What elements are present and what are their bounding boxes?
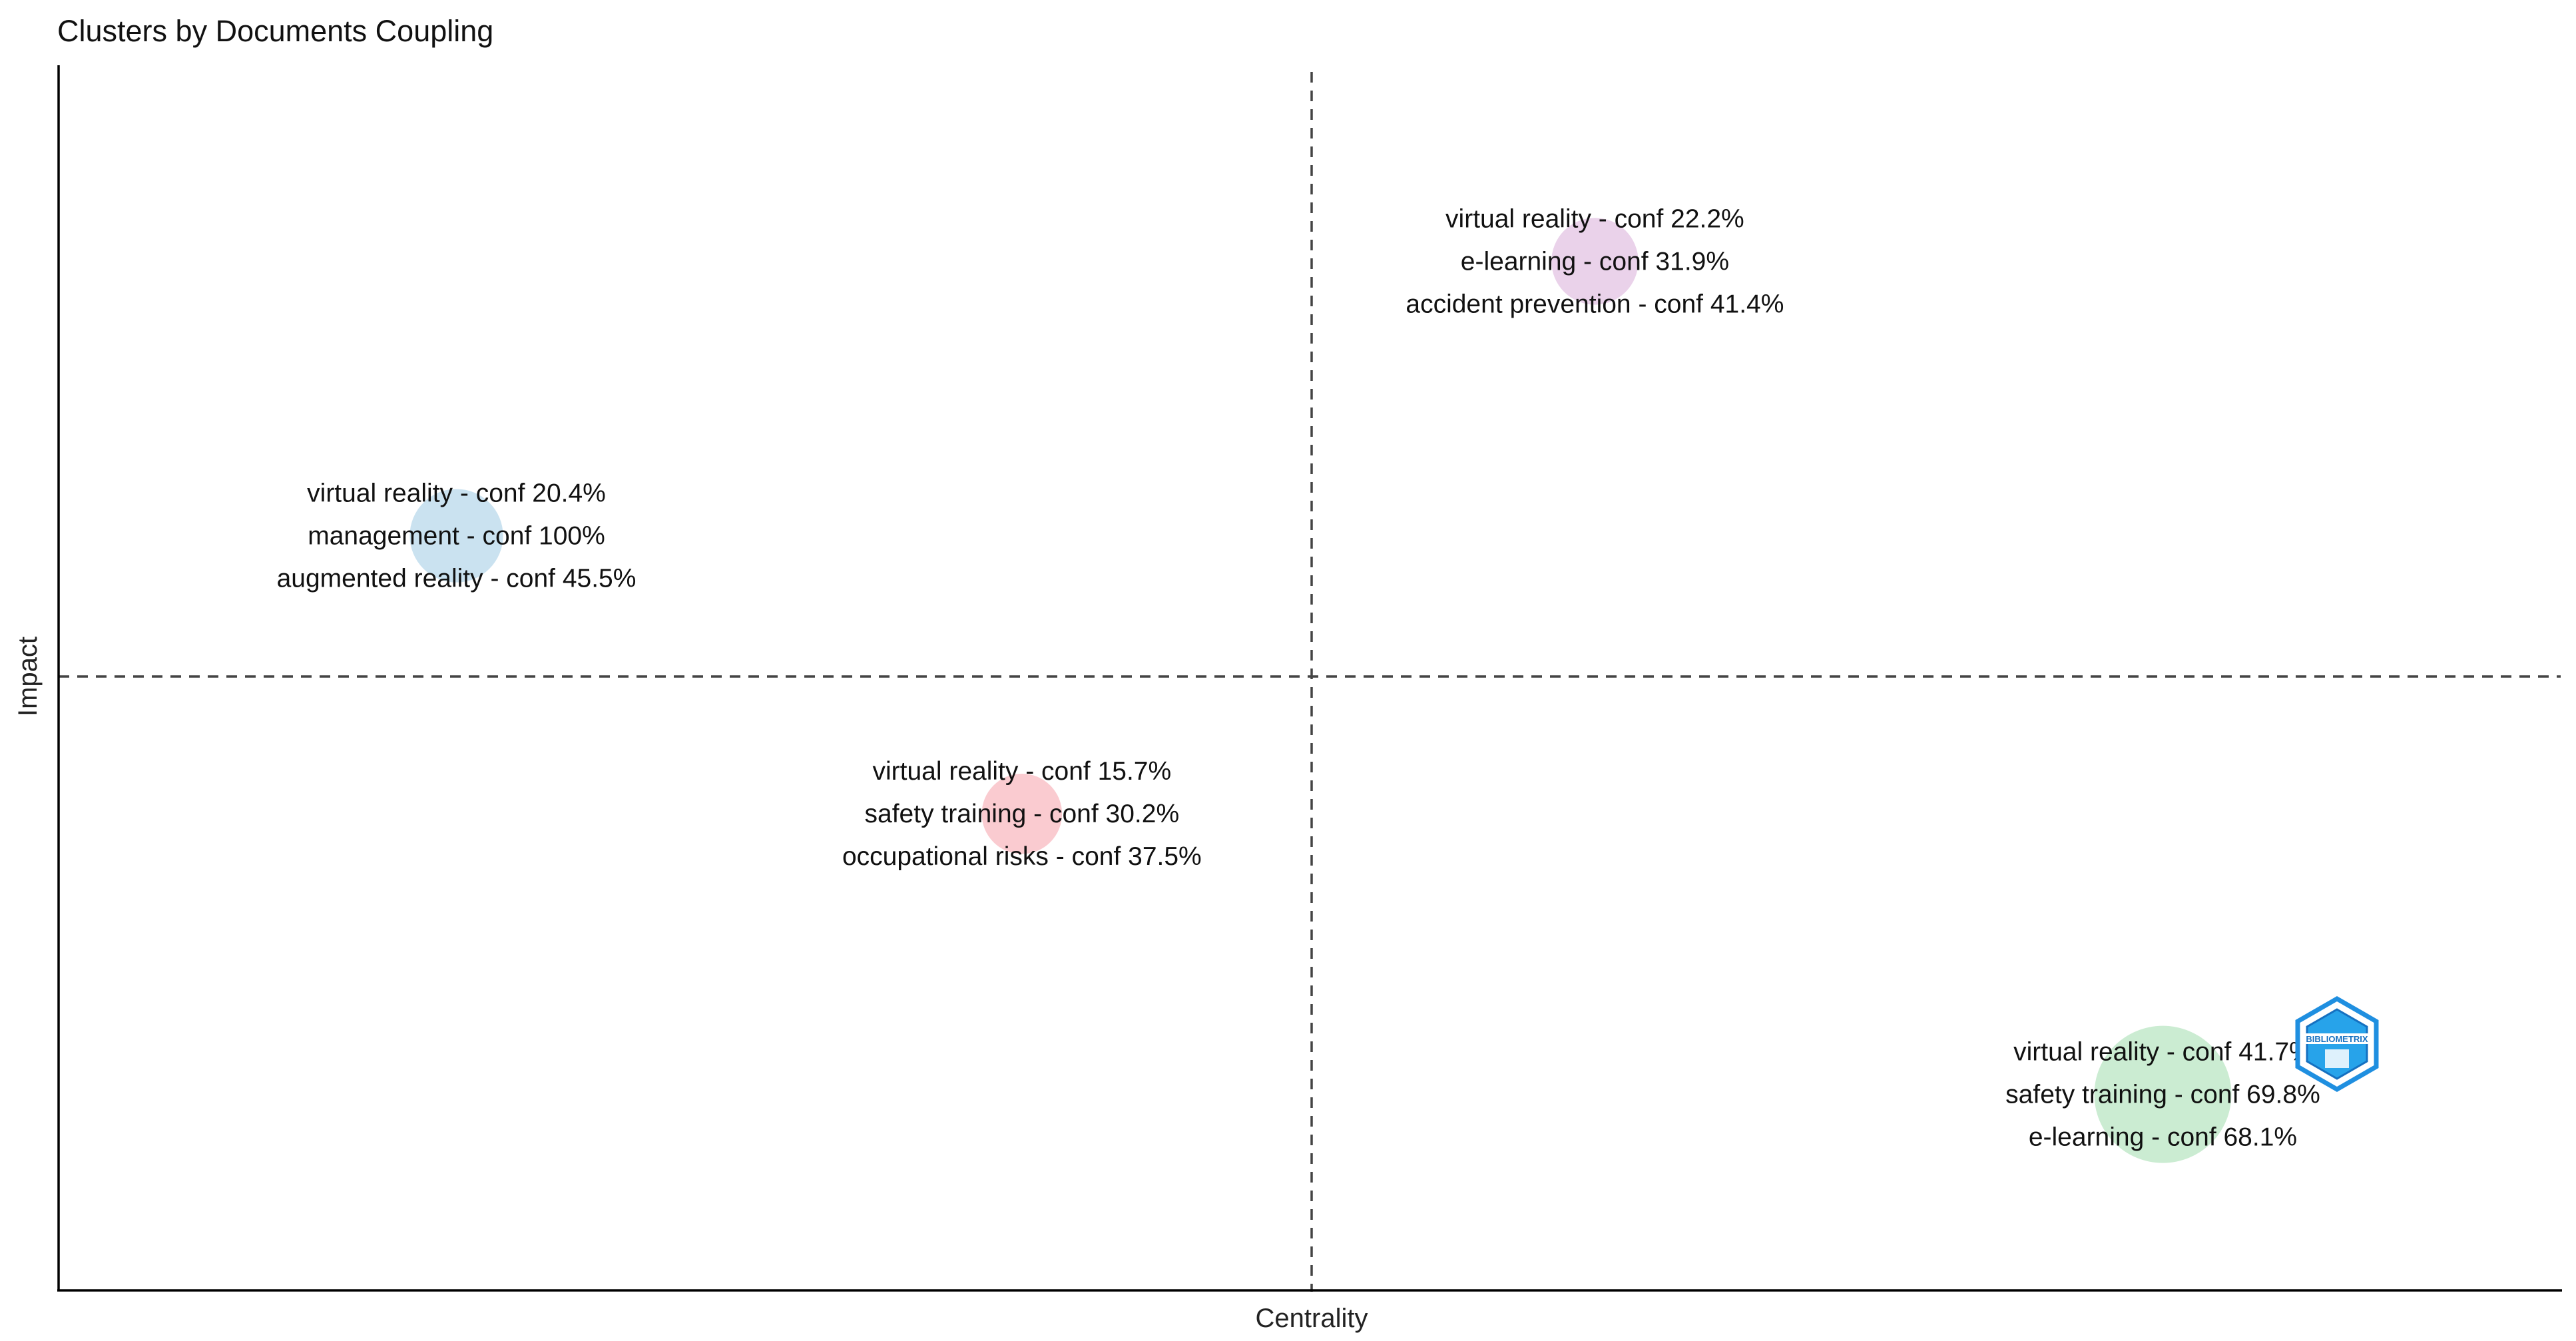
cluster-3-label-1: virtual reality - conf 15.7% <box>872 757 1171 786</box>
logo-book-icon <box>2325 1049 2349 1068</box>
cluster-4-label-1: virtual reality - conf 41.7% <box>2013 1038 2312 1067</box>
cluster-bubble-2 <box>1551 218 1639 305</box>
cluster-bubble-4 <box>2094 1025 2232 1163</box>
cluster-1-label-3: augmented reality - conf 45.5% <box>277 565 637 593</box>
y-axis-label: Impact <box>13 637 43 716</box>
chart-title: Clusters by Documents Coupling <box>57 14 493 48</box>
cluster-bubble-3 <box>981 773 1063 854</box>
bibliometrix-logo: BIBLIOMETRIX <box>2295 995 2379 1093</box>
logo-wordmark: BIBLIOMETRIX <box>2306 1034 2368 1044</box>
cluster-labels: virtual reality - conf 20.4% management -… <box>277 204 2320 1151</box>
cluster-bubble-1 <box>409 489 503 583</box>
cluster-3-label-2: safety training - conf 30.2% <box>865 800 1180 828</box>
x-axis-label: Centrality <box>1256 1304 1368 1333</box>
cluster-1-label-1: virtual reality - conf 20.4% <box>307 479 606 508</box>
cluster-1-label-2: management - conf 100% <box>308 522 605 551</box>
cluster-3-label-3: occupational risks - conf 37.5% <box>842 842 1202 871</box>
cluster-2-label-2: e-learning - conf 31.9% <box>1461 247 1729 276</box>
cluster-4-label-2: safety training - conf 69.8% <box>2005 1081 2320 1109</box>
cluster-2-label-3: accident prevention - conf 41.4% <box>1406 290 1784 318</box>
cluster-bubbles <box>409 218 2232 1163</box>
cluster-2-label-1: virtual reality - conf 22.2% <box>1445 204 1744 233</box>
cluster-4-label-3: e-learning - conf 68.1% <box>2029 1123 2297 1152</box>
logo-text-band <box>2302 1033 2372 1044</box>
